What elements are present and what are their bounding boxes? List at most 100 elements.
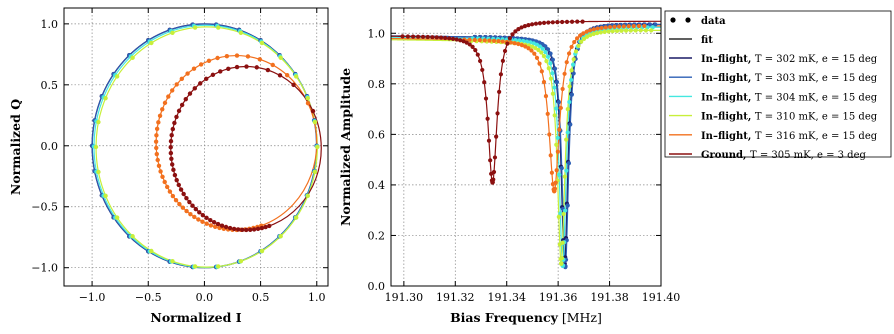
amp-point bbox=[580, 19, 585, 24]
iq-point bbox=[293, 215, 299, 220]
amp-point bbox=[588, 28, 593, 33]
iq-point bbox=[257, 57, 263, 62]
amp-point bbox=[560, 240, 565, 245]
amp-point bbox=[545, 54, 551, 59]
legend-entry-rest: T = 305 mK, e = 3 deg bbox=[750, 150, 866, 161]
iq-point bbox=[305, 95, 310, 101]
amp-point bbox=[575, 19, 580, 24]
amp-point bbox=[638, 28, 643, 33]
amp-point bbox=[562, 71, 567, 76]
iq-point bbox=[168, 139, 174, 144]
amp-point bbox=[559, 256, 565, 261]
iq-point bbox=[224, 53, 230, 59]
legend-data-label: data bbox=[701, 16, 726, 27]
iq-point bbox=[177, 201, 182, 207]
amp-point bbox=[472, 37, 477, 43]
amp-point bbox=[576, 43, 581, 48]
iq-point bbox=[312, 169, 318, 175]
amp-point bbox=[575, 36, 580, 41]
iq-point bbox=[192, 214, 197, 220]
amp-point bbox=[450, 36, 456, 41]
iq-point bbox=[103, 95, 108, 101]
iq-point bbox=[197, 210, 202, 215]
iq-point bbox=[114, 215, 120, 220]
iq-xtick-label: −1.0 bbox=[79, 291, 106, 304]
amp-point bbox=[537, 61, 542, 66]
amp-ytick-label: 1.0 bbox=[368, 27, 386, 40]
iq-point bbox=[204, 215, 209, 220]
amp-xtick-label: 191.32 bbox=[436, 291, 475, 304]
amp-point bbox=[578, 33, 583, 38]
amp-point bbox=[554, 80, 560, 85]
amp-point bbox=[595, 30, 600, 36]
amp-point bbox=[537, 44, 543, 49]
legend-entry-bold: In–flight, bbox=[701, 73, 755, 84]
iq-point bbox=[169, 88, 175, 93]
amp-point bbox=[570, 62, 576, 67]
iq-point bbox=[96, 119, 101, 125]
amp-point bbox=[522, 24, 528, 29]
iq-point bbox=[96, 169, 101, 175]
iq-point bbox=[211, 220, 217, 225]
iq-point bbox=[236, 227, 241, 232]
iq-point bbox=[181, 191, 186, 197]
amp-point bbox=[581, 36, 587, 41]
amp-point bbox=[607, 24, 613, 30]
iq-point bbox=[223, 224, 229, 230]
iq-point bbox=[204, 221, 209, 226]
iq-xtick-label: 0.0 bbox=[196, 291, 214, 304]
amp-ylabel: Normalized Amplitude bbox=[338, 68, 353, 226]
amp-point bbox=[599, 25, 604, 31]
iq-point bbox=[174, 114, 179, 120]
amp-point bbox=[649, 28, 654, 33]
amp-point bbox=[565, 130, 570, 135]
iq-point bbox=[210, 72, 216, 78]
iq-point bbox=[244, 64, 249, 69]
amp-point bbox=[425, 34, 430, 40]
iq-point bbox=[185, 71, 190, 76]
amp-point bbox=[606, 29, 611, 34]
iq-point bbox=[184, 195, 189, 201]
amp-point bbox=[647, 22, 653, 27]
amp-point bbox=[545, 47, 551, 52]
amp-point bbox=[617, 24, 622, 29]
amp-point bbox=[519, 43, 525, 48]
amp-point bbox=[631, 23, 636, 29]
iq-point bbox=[149, 248, 154, 254]
iq-point bbox=[170, 259, 175, 264]
amp-point bbox=[510, 32, 515, 37]
iq-point bbox=[156, 163, 162, 168]
iq-point bbox=[172, 172, 178, 178]
amp-point bbox=[653, 22, 658, 27]
amp-ytick-label: 0.6 bbox=[368, 128, 386, 141]
amp-ytick-label: 0.4 bbox=[368, 179, 386, 192]
iq-point bbox=[153, 139, 159, 144]
amp-point bbox=[559, 261, 564, 266]
iq-point bbox=[154, 126, 160, 132]
amp-point bbox=[566, 161, 572, 166]
amp-point bbox=[541, 20, 547, 25]
amp-point bbox=[523, 44, 528, 49]
amp-point bbox=[556, 214, 561, 219]
amp-point bbox=[534, 55, 540, 60]
iq-point bbox=[259, 225, 265, 231]
amp-point bbox=[458, 38, 463, 43]
amp-point bbox=[557, 127, 562, 132]
iq-point bbox=[259, 40, 265, 46]
amp-xlabel-name: Bias Frequency bbox=[450, 310, 558, 325]
amp-point bbox=[536, 47, 541, 53]
amp-point bbox=[564, 19, 570, 24]
amp-point bbox=[545, 111, 550, 116]
amp-point bbox=[550, 91, 555, 96]
legend-entry-rest: T = 303 mK, e = 15 deg bbox=[755, 73, 878, 84]
iq-point bbox=[212, 224, 218, 230]
iq-point bbox=[130, 55, 135, 60]
amp-point bbox=[621, 24, 626, 29]
amp-point bbox=[492, 155, 498, 160]
iq-point bbox=[204, 76, 209, 82]
amp-point bbox=[569, 77, 574, 83]
amp-point bbox=[571, 71, 576, 76]
iq-point bbox=[168, 150, 174, 156]
amp-point bbox=[438, 35, 444, 40]
